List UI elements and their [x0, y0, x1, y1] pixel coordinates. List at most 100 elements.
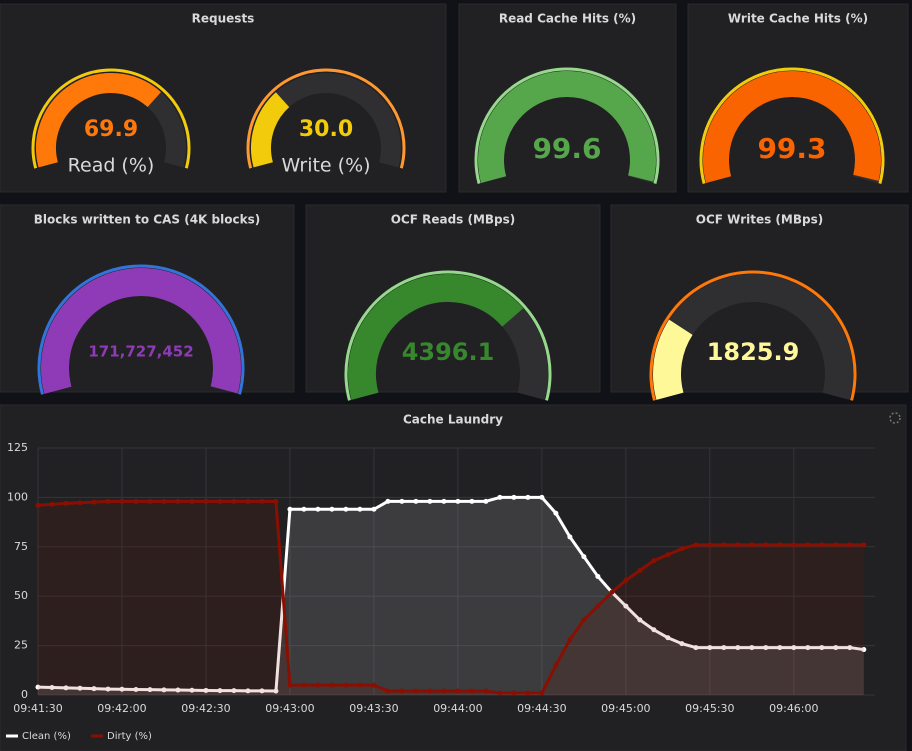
series-point: [483, 688, 489, 694]
x-tick-label: 09:45:30: [685, 702, 734, 715]
panel-title: Cache Laundry: [403, 413, 503, 427]
series-point: [455, 498, 461, 504]
legend-label: Clean (%): [22, 731, 71, 742]
series-point: [371, 506, 377, 512]
x-tick-label: 09:45:00: [601, 702, 650, 715]
gauge-label: Write (%): [281, 155, 370, 177]
series-point: [49, 684, 55, 690]
series-point: [833, 645, 839, 651]
gauge-value-label: 30.0: [299, 117, 353, 142]
series-point: [441, 688, 447, 694]
panel-title: Blocks written to CAS (4K blocks): [34, 213, 260, 227]
series-point: [497, 690, 503, 696]
gauge-threshold: [246, 68, 406, 169]
y-tick-label: 75: [14, 540, 28, 553]
series-point: [833, 542, 839, 548]
series-point: [49, 501, 55, 507]
series-point: [119, 686, 125, 692]
x-tick-label: 09:43:30: [349, 702, 398, 715]
series-point: [413, 498, 419, 504]
gauge-value: [653, 319, 693, 400]
series-point: [329, 506, 335, 512]
series-point: [819, 645, 825, 651]
series-point: [525, 690, 531, 696]
series-point: [721, 645, 727, 651]
panel-title: OCF Reads (MBps): [391, 213, 516, 227]
series-point: [651, 558, 657, 564]
series-point: [343, 506, 349, 512]
x-tick-label: 09:44:30: [517, 702, 566, 715]
gauge-threshold: [344, 270, 552, 401]
series-point: [91, 499, 97, 505]
gauge-value-label: 171,727,452: [88, 343, 193, 361]
series-point: [189, 498, 195, 504]
gauge-value: [703, 71, 881, 184]
series-point: [133, 686, 139, 692]
series-point: [147, 498, 153, 504]
gauge-value-label: 1825.9: [707, 338, 800, 366]
series-point: [749, 542, 755, 548]
legend-label: Dirty (%): [107, 731, 152, 742]
gauge-label: Read (%): [68, 155, 155, 177]
series-point: [203, 498, 209, 504]
series-point: [259, 688, 265, 694]
series-point: [301, 682, 307, 688]
series-point: [287, 682, 293, 688]
series-point: [819, 542, 825, 548]
series-point: [665, 552, 671, 558]
series-point: [581, 617, 587, 623]
y-tick-label: 25: [14, 639, 28, 652]
gauge-value-label: 69.9: [84, 117, 138, 142]
series-point: [287, 506, 293, 512]
series-point: [651, 627, 657, 633]
series-point: [861, 647, 867, 653]
series-point: [847, 542, 853, 548]
series-point: [203, 687, 209, 693]
series-point: [693, 645, 699, 651]
series-area: [38, 501, 864, 695]
series-point: [707, 645, 713, 651]
series-point: [385, 498, 391, 504]
series-point: [105, 498, 111, 504]
series-point: [777, 542, 783, 548]
series-point: [749, 645, 755, 651]
gauge-threshold: [699, 67, 885, 184]
series-point: [343, 682, 349, 688]
series-point: [273, 498, 279, 504]
series-point: [693, 542, 699, 548]
panel: [0, 404, 907, 751]
series-point: [147, 687, 153, 693]
series-point: [427, 498, 433, 504]
series-point: [35, 502, 41, 508]
series-point: [679, 546, 685, 552]
panel-title: Requests: [192, 12, 255, 26]
series-point: [273, 688, 279, 694]
series-point: [91, 686, 97, 692]
series-point: [245, 688, 251, 694]
x-tick-label: 09:41:30: [13, 702, 62, 715]
series-point: [455, 688, 461, 694]
series-point: [133, 498, 139, 504]
series-point: [511, 690, 517, 696]
series-point: [483, 498, 489, 504]
series-point: [595, 573, 601, 579]
series-point: [105, 686, 111, 692]
series-point: [553, 662, 559, 668]
gauge-value: [251, 92, 290, 168]
x-tick-label: 09:42:00: [97, 702, 146, 715]
gauge-threshold: [474, 67, 660, 184]
series-point: [371, 682, 377, 688]
x-tick-label: 09:44:00: [433, 702, 482, 715]
series-point: [357, 682, 363, 688]
series-point: [217, 688, 223, 694]
series-point: [791, 542, 797, 548]
y-tick-label: 125: [7, 441, 28, 454]
gauge-threshold: [649, 270, 857, 401]
series-point: [805, 542, 811, 548]
series-point: [357, 506, 363, 512]
series-point: [623, 577, 629, 583]
series-point: [637, 617, 643, 623]
series-point: [315, 682, 321, 688]
series-point: [525, 494, 531, 500]
x-tick-label: 09:43:00: [265, 702, 314, 715]
